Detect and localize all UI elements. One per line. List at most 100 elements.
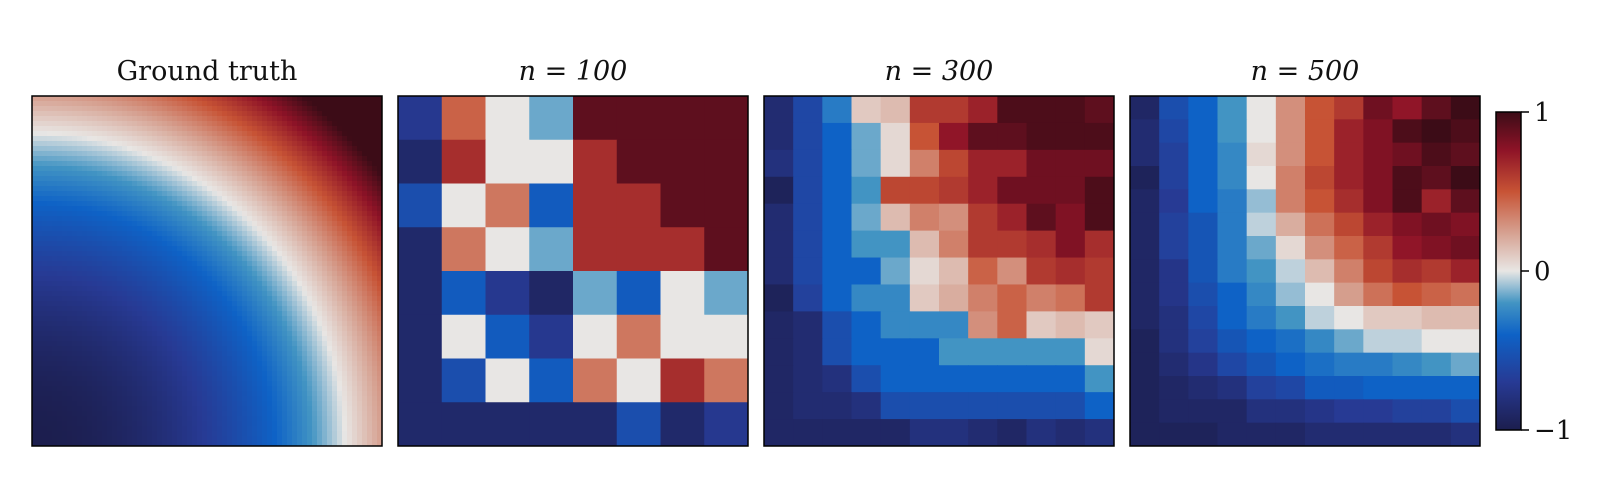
heatmap-cell — [252, 176, 258, 182]
heatmap-cell — [337, 271, 343, 277]
heatmap-cell — [277, 381, 283, 387]
heatmap-cell — [352, 241, 358, 247]
heatmap-cell — [377, 251, 382, 257]
heatmap-cell — [372, 276, 378, 282]
heatmap-cell — [267, 341, 273, 347]
heatmap-cell — [107, 386, 113, 392]
heatmap-cell — [167, 236, 173, 242]
heatmap-cell — [127, 136, 133, 142]
heatmap-cell — [616, 227, 661, 272]
heatmap-cell — [851, 96, 882, 124]
heatmap-cell — [302, 166, 308, 172]
heatmap-cell — [37, 376, 43, 382]
heatmap-cell — [237, 416, 243, 422]
heatmap-cell — [87, 306, 93, 312]
heatmap-cell — [137, 181, 143, 187]
heatmap-cell — [327, 286, 333, 292]
heatmap-cell — [362, 251, 368, 257]
heatmap-cell — [287, 236, 293, 242]
heatmap-cell — [197, 316, 203, 322]
heatmap-cell — [162, 191, 168, 197]
heatmap-cell — [117, 416, 123, 422]
heatmap-cell — [42, 246, 48, 252]
heatmap-cell — [317, 256, 323, 262]
heatmap-cell — [227, 211, 233, 217]
heatmap-cell — [172, 266, 178, 272]
heatmap-cell — [247, 251, 253, 257]
heatmap-cell — [187, 216, 193, 222]
heatmap-cell — [347, 166, 353, 172]
heatmap-cell — [247, 376, 253, 382]
heatmap-cell — [529, 271, 574, 316]
heatmap-cell — [257, 246, 263, 252]
heatmap-cell — [197, 436, 203, 442]
heatmap-cell — [347, 161, 353, 167]
heatmap-cell — [332, 276, 338, 282]
heatmap-cell — [52, 151, 58, 157]
heatmap-cell — [252, 441, 258, 446]
heatmap-cell — [32, 116, 38, 122]
heatmap-cell — [42, 311, 48, 317]
heatmap-cell — [87, 151, 93, 157]
heatmap-cell — [317, 336, 323, 342]
heatmap-cell — [202, 181, 208, 187]
heatmap-cell — [297, 256, 303, 262]
heatmap-cell — [82, 266, 88, 272]
heatmap-cell — [302, 136, 308, 142]
heatmap-cell — [362, 126, 368, 132]
heatmap-cell — [372, 266, 378, 272]
heatmap-cell — [147, 111, 153, 117]
heatmap-cell — [97, 301, 103, 307]
heatmap-cell — [87, 336, 93, 342]
heatmap-cell — [172, 441, 178, 446]
heatmap-cell — [92, 111, 98, 117]
heatmap-cell — [302, 206, 308, 212]
heatmap-cell — [247, 236, 253, 242]
heatmap-cell — [367, 216, 373, 222]
heatmap-cell — [312, 121, 318, 127]
heatmap-cell — [227, 316, 233, 322]
heatmap-cell — [117, 221, 123, 227]
heatmap-cell — [262, 251, 268, 257]
heatmap-cell — [362, 361, 368, 367]
heatmap-cell — [197, 236, 203, 242]
heatmap-cell — [237, 311, 243, 317]
heatmap-cell — [327, 201, 333, 207]
heatmap-cell — [142, 251, 148, 257]
heatmap-cell — [292, 151, 298, 157]
heatmap-cell — [192, 366, 198, 372]
heatmap-cell — [337, 241, 343, 247]
heatmap-cell — [352, 146, 358, 152]
heatmap-cell — [137, 171, 143, 177]
heatmap-cell — [272, 431, 278, 437]
heatmap-cell — [62, 236, 68, 242]
heatmap-cell — [222, 351, 228, 357]
heatmap-cell — [312, 161, 318, 167]
heatmap-cell — [327, 266, 333, 272]
heatmap-cell — [42, 226, 48, 232]
heatmap-cell — [207, 116, 213, 122]
heatmap-cell — [322, 206, 328, 212]
heatmap-cell — [162, 181, 168, 187]
heatmap-cell — [142, 146, 148, 152]
heatmap-cell — [327, 396, 333, 402]
heatmap-cell — [157, 376, 163, 382]
heatmap-cell — [77, 391, 83, 397]
heatmap-cell — [47, 316, 53, 322]
heatmap-cell — [312, 401, 318, 407]
heatmap-cell — [72, 326, 78, 332]
heatmap-cell — [42, 376, 48, 382]
heatmap-cell — [327, 171, 333, 177]
heatmap-cell — [257, 96, 263, 102]
heatmap-cell — [37, 351, 43, 357]
heatmap-cell — [277, 356, 283, 362]
heatmap-cell — [909, 122, 940, 151]
heatmap-cell — [292, 181, 298, 187]
heatmap-cell — [192, 266, 198, 272]
heatmap-cell — [97, 171, 103, 177]
heatmap-cell — [352, 431, 358, 437]
heatmap-cell — [307, 306, 313, 312]
heatmap-cell — [307, 156, 313, 162]
heatmap-cell — [72, 161, 78, 167]
heatmap-cell — [67, 166, 73, 172]
